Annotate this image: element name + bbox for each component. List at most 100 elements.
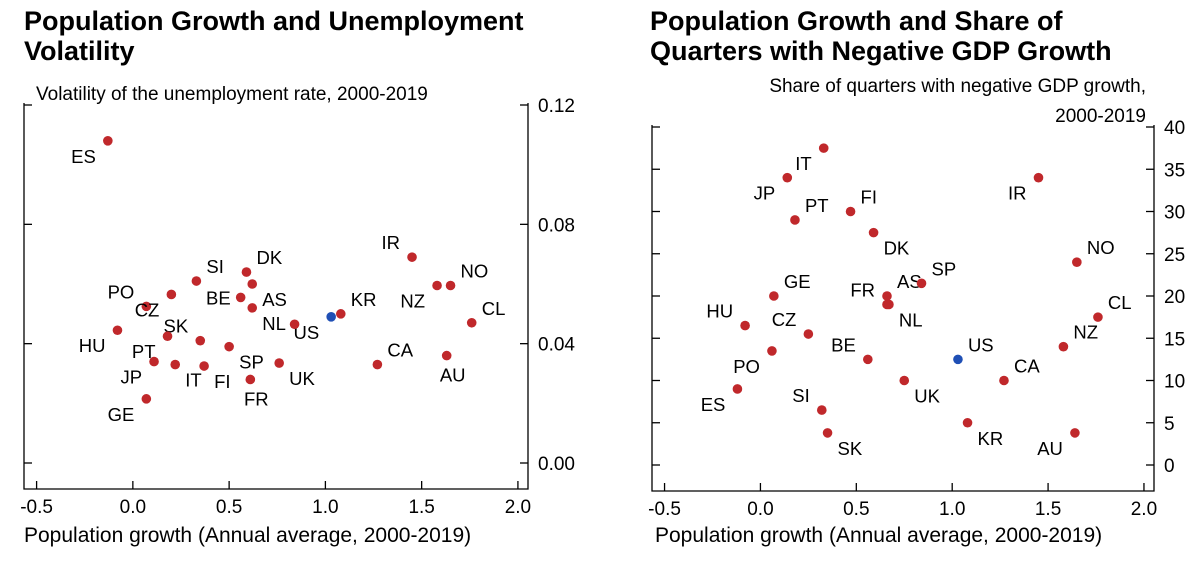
y-tick-label: 20	[1164, 287, 1185, 308]
y-tick-label: 25	[1164, 245, 1185, 266]
data-point-hu	[112, 325, 123, 336]
y-axis-label: Volatility of the unemployment rate, 200…	[36, 84, 428, 105]
point-label-be: BE	[831, 334, 856, 355]
data-point-no	[445, 280, 456, 291]
data-point-dk	[241, 267, 252, 277]
data-point-uk	[899, 375, 910, 386]
data-point-nl	[247, 303, 258, 313]
point-label-ca: CA	[387, 340, 413, 361]
point-label-be: BE	[206, 287, 231, 308]
point-label-ge: GE	[108, 404, 135, 425]
data-point-sk	[822, 428, 833, 438]
data-point-cl	[1093, 312, 1103, 322]
point-label-kr: KR	[978, 428, 1004, 449]
point-label-jp: JP	[120, 367, 142, 388]
data-point-be	[863, 354, 873, 365]
point-label-hu: HU	[79, 335, 106, 356]
data-point-au	[441, 350, 452, 361]
y-tick-label: 35	[1164, 160, 1185, 181]
data-point-ir	[407, 252, 417, 262]
point-label-au: AU	[440, 365, 466, 386]
data-point-us	[953, 354, 963, 365]
y-tick-label: 0.04	[538, 335, 575, 356]
plot-frame	[23, 103, 529, 490]
data-point-es	[732, 384, 743, 394]
x-tick-label: 1.5	[1035, 499, 1061, 520]
data-point-ca	[372, 359, 383, 370]
data-point-sp	[916, 278, 927, 289]
data-point-nl	[884, 299, 894, 310]
y-tick-label: 15	[1164, 329, 1185, 350]
point-label-as: AS	[262, 289, 287, 310]
point-label-si: SI	[206, 256, 223, 277]
data-point-be	[235, 292, 246, 303]
data-point-po	[767, 346, 777, 356]
point-label-us: US	[968, 334, 994, 355]
point-label-dk: DK	[256, 247, 282, 268]
data-point-ge	[141, 394, 152, 404]
point-label-cz: CZ	[135, 299, 160, 320]
point-label-no: NO	[461, 260, 489, 281]
data-point-hu	[740, 320, 750, 331]
x-axis-label: Population growth (Annual average, 2000-…	[24, 524, 471, 547]
point-label-sk: SK	[838, 438, 863, 459]
y-tick-label: 5	[1164, 414, 1175, 435]
data-point-nz	[1058, 341, 1069, 352]
data-point-cz	[166, 289, 177, 300]
x-tick-label: -0.5	[20, 497, 53, 518]
point-label-ir: IR	[1008, 183, 1026, 204]
point-label-ge: GE	[784, 271, 811, 292]
point-label-sk: SK	[164, 316, 189, 337]
point-label-cz: CZ	[772, 309, 797, 330]
data-point-us	[326, 312, 336, 322]
data-point-jp	[782, 172, 793, 183]
y-tick-label: 30	[1164, 203, 1185, 224]
data-point-pt	[162, 331, 173, 342]
data-point-cz	[803, 329, 814, 339]
x-tick-label: 2.0	[1131, 499, 1157, 520]
point-label-dk: DK	[884, 238, 910, 259]
data-point-sk	[195, 335, 206, 346]
data-point-it	[818, 143, 829, 153]
y-tick-label: 0	[1164, 456, 1175, 477]
point-label-pt: PT	[132, 341, 156, 362]
data-point-sp	[224, 341, 234, 352]
point-label-nl: NL	[899, 309, 923, 330]
data-point-it	[170, 359, 181, 370]
y-axis-label: Share of quarters with negative GDP grow…	[769, 76, 1146, 97]
data-point-ca	[999, 375, 1009, 386]
point-label-fi: FI	[861, 187, 877, 208]
data-point-nz	[432, 280, 442, 291]
x-tick-label: 0.0	[120, 497, 146, 518]
data-point-as	[882, 291, 892, 301]
left-chart-svg: 0.00 0.04 0.08 0.12 -0.5 0.0 0.5 1.0 1.5 2.0 Volat…	[20, 84, 575, 547]
x-tick-label: 1.0	[312, 497, 338, 518]
plot-frame	[651, 125, 1155, 492]
data-point-fi	[845, 206, 856, 217]
point-label-fr: FR	[850, 279, 875, 300]
point-label-sp: SP	[932, 258, 957, 279]
right-chart-panel: Population Growth and Share of Quarters …	[628, 0, 1200, 561]
point-label-fr: FR	[244, 388, 269, 409]
y-tick-label: 10	[1164, 372, 1185, 393]
data-point-si	[191, 276, 202, 286]
x-tick-label: 1.0	[939, 499, 965, 520]
point-label-kr: KR	[351, 289, 377, 310]
point-label-cl: CL	[1108, 292, 1132, 313]
data-point-fr	[245, 374, 256, 385]
data-point-au	[1070, 428, 1080, 438]
y-axis-label: 2000-2019	[1055, 106, 1146, 127]
point-label-es: ES	[71, 146, 96, 167]
point-label-ir: IR	[382, 232, 401, 253]
point-label-fi: FI	[214, 371, 230, 392]
point-label-au: AU	[1037, 438, 1063, 459]
y-tick-label: 0.12	[538, 96, 575, 117]
y-tick-label: 0.00	[538, 454, 575, 475]
point-label-nz: NZ	[1073, 322, 1098, 343]
data-point-no	[1072, 257, 1082, 268]
point-label-po: PO	[108, 281, 135, 302]
left-chart-panel: Population Growth and Unemployment Volat…	[20, 6, 575, 547]
y-tick-label: 40	[1164, 118, 1185, 139]
right-chart-svg: 0 5 10 15 20 25 30 35 40 -0.5 0.0 0.5 1.0 1.5 2.0 Share…	[648, 76, 1185, 547]
point-label-ca: CA	[1014, 356, 1040, 377]
